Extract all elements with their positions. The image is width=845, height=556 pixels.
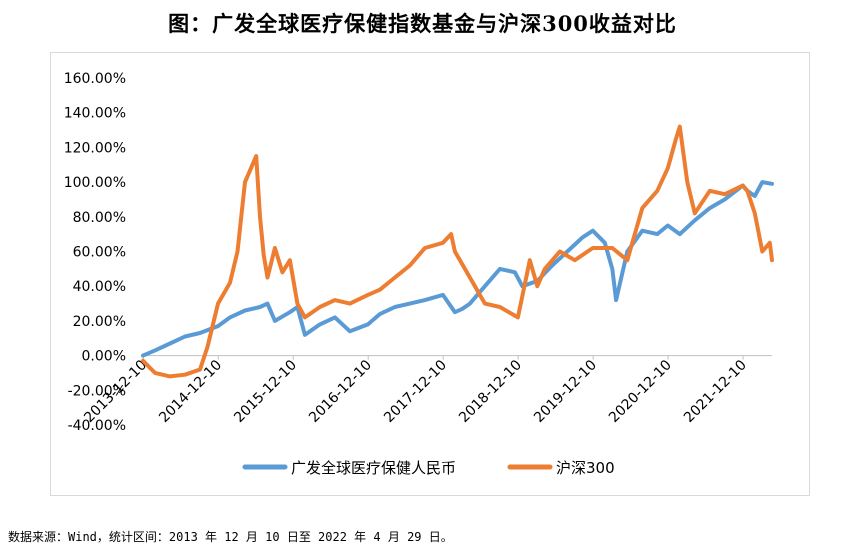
y-tick-label: -40.00% [68, 418, 126, 434]
y-tick-label: 0.00% [82, 349, 126, 365]
x-tick-label: 2016-12-10 [306, 357, 375, 426]
chart-title: 图：广发全球医疗保健指数基金与沪深300收益对比 [168, 11, 677, 36]
x-axis-ticks: 2013-12-10 2014-12-10 2015-12-10 2016-12-10… [81, 355, 750, 426]
y-tick-label: 140.00% [64, 106, 126, 122]
y-tick-label: 120.00% [64, 140, 126, 156]
y-tick-label: 100.00% [64, 175, 126, 191]
x-tick-label: 2019-12-10 [531, 357, 600, 426]
y-axis-ticks: 160.00% 140.00% 120.00% 100.00% 80.00% 60.00%… [64, 71, 126, 434]
x-tick-label: 2021-12-10 [681, 357, 750, 426]
series-line-fund [141, 180, 774, 358]
legend: 广发全球医疗保健人民币 沪深300 [242, 459, 615, 477]
x-tick-label: 2018-12-10 [456, 357, 525, 426]
y-tick-label: 40.00% [73, 279, 126, 295]
chart-frame [50, 52, 810, 496]
x-tick-label: 2015-12-10 [231, 357, 300, 426]
y-tick-label: 60.00% [73, 245, 126, 261]
series-lines [141, 124, 774, 379]
x-tick-label: 2017-12-10 [381, 357, 450, 426]
source-note: 数据来源：Wind，统计区间：2013 年 12 月 10 日至 2022 年 … [8, 530, 453, 544]
y-tick-label: -20.00% [68, 383, 126, 399]
x-tick-label: 2014-12-10 [156, 357, 225, 426]
y-tick-label: 80.00% [73, 210, 126, 226]
legend-label-csi300: 沪深300 [556, 459, 615, 477]
y-tick-label: 160.00% [64, 71, 126, 87]
legend-label-fund: 广发全球医疗保健人民币 [291, 459, 456, 477]
series-line-csi300 [141, 124, 774, 379]
x-tick-label: 2020-12-10 [606, 357, 675, 426]
y-tick-label: 20.00% [73, 314, 126, 330]
